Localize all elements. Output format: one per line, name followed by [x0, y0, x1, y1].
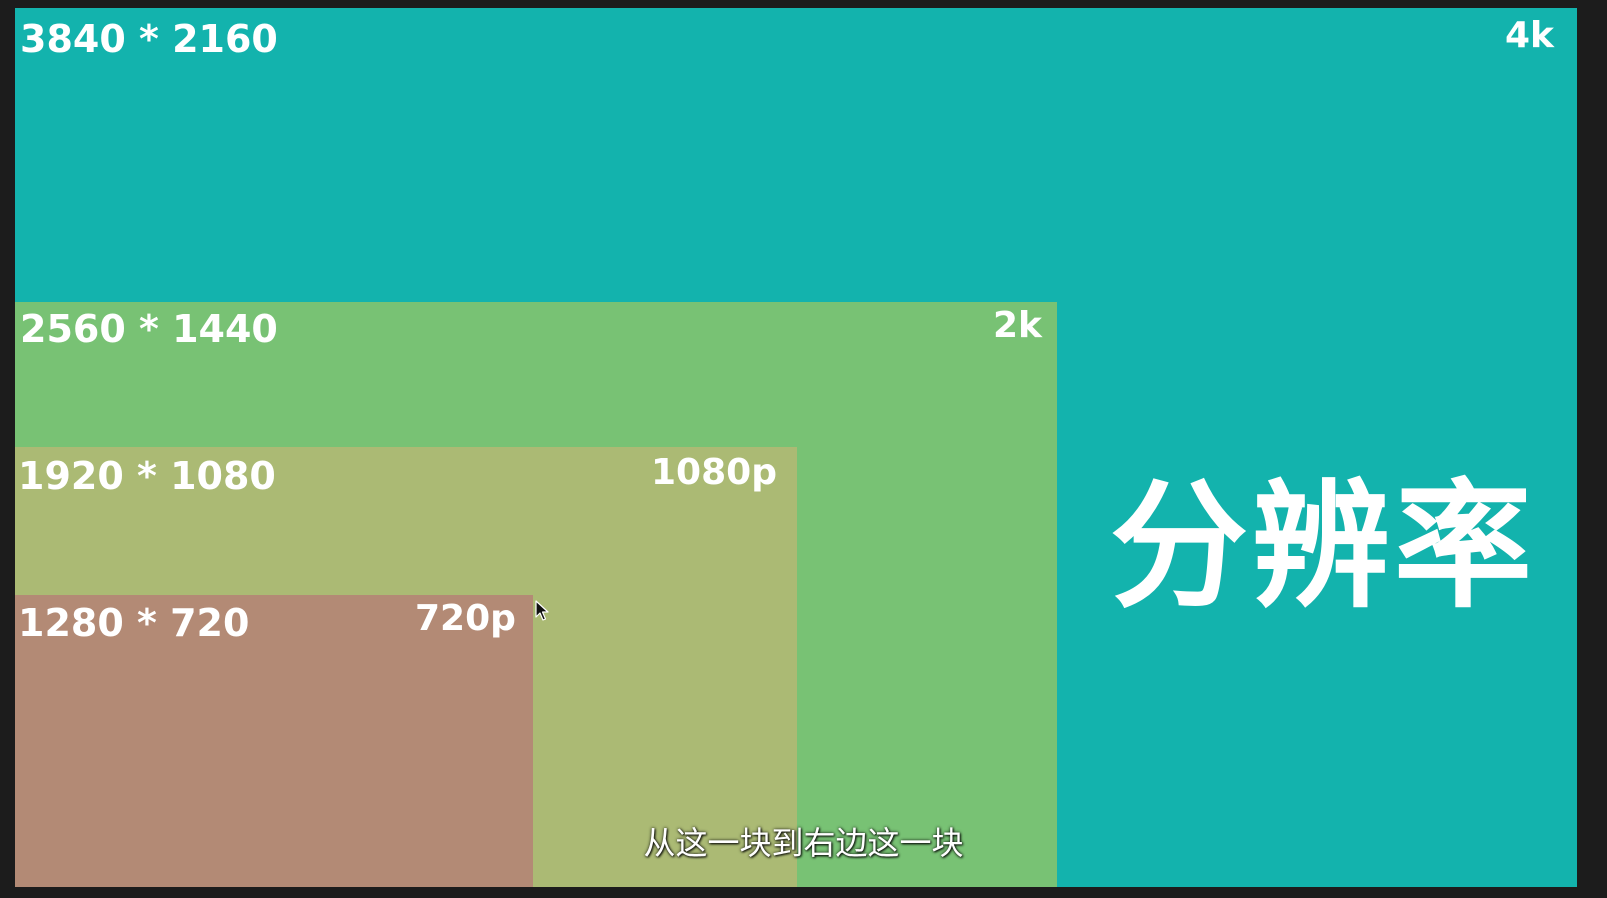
resolution-block-720p — [15, 595, 533, 887]
resolution-720p-dimensions: 1280 * 720 — [18, 601, 250, 645]
resolution-2k-dimensions: 2560 * 1440 — [20, 307, 278, 351]
page-title: 分辨率 — [1110, 466, 1537, 627]
mouse-pointer-icon — [535, 600, 549, 621]
subtitle-caption: 从这一块到右边这一块 — [643, 824, 964, 862]
resolution-720p-tag: 720p — [415, 598, 516, 639]
resolution-1080p-tag: 1080p — [651, 452, 777, 493]
resolution-1080p-dimensions: 1920 * 1080 — [18, 454, 276, 498]
resolution-2k-tag: 2k — [993, 305, 1042, 346]
resolution-4k-tag: 4k — [1505, 15, 1554, 56]
resolution-4k-dimensions: 3840 * 2160 — [20, 17, 278, 61]
